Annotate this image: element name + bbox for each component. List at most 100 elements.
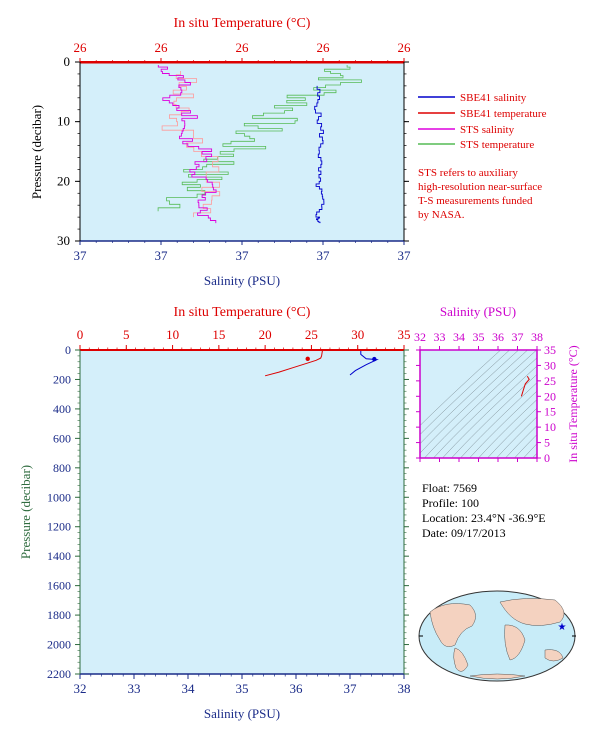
map-land-australia — [544, 649, 564, 662]
ts-plot-y-tick-label: 35 — [544, 343, 556, 357]
salinity-profile-line — [349, 350, 379, 376]
temperature-marker — [305, 356, 310, 362]
ts-plot-x-tick-label: 32 — [414, 330, 426, 344]
ts-density-contour — [496, 416, 537, 458]
bottom-plot-bottom-tick-label: 32 — [74, 681, 87, 696]
top-plot-y-axis-title: Pressure (decibar) — [29, 105, 44, 199]
bottom-plot-bottom-tick-label: 33 — [128, 681, 141, 696]
top-plot-area — [80, 62, 404, 241]
bottom-plot-bottom-tick-label: 35 — [236, 681, 249, 696]
legend: SBE41 salinity SBE41 temperature STS sal… — [418, 92, 547, 221]
sts-salinity-line — [157, 65, 217, 224]
ts-plot-title: Salinity (PSU) — [440, 304, 516, 319]
ts-density-contour — [433, 357, 537, 458]
top-plot-y-tick-label: 0 — [64, 54, 71, 69]
sts-temperature-light-line — [161, 71, 221, 218]
top-plot-top-tick-label: 26 — [236, 40, 250, 55]
legend-label-sbe41-temperature: SBE41 temperature — [460, 108, 547, 120]
bottom-plot-y-tick-label: 1800 — [47, 608, 71, 622]
ts-density-contours — [420, 350, 537, 458]
bottom-plot-top-tick-label: 10 — [166, 327, 179, 342]
bottom-plot-y-tick-label: 2000 — [47, 638, 71, 652]
top-plot-bottom-axis-title: Salinity (PSU) — [204, 273, 280, 288]
bottom-plot-bottom-tick-label: 37 — [344, 681, 358, 696]
legend-note-line-3: T-S measurements funded — [418, 195, 533, 207]
float-id-text: Float: 7569 — [422, 481, 477, 495]
ts-plot-x-tick-label: 37 — [512, 330, 524, 344]
bottom-plot-bottom-tick-label: 34 — [182, 681, 196, 696]
bottom-plot-top-tick-label: 20 — [259, 327, 272, 342]
bottom-plot-y-tick-label: 1200 — [47, 520, 71, 534]
bottom-plot-y-tick-label: 1000 — [47, 490, 71, 504]
ts-plot-x-tick-label: 36 — [492, 330, 504, 344]
bottom-plot-top-tick-label: 30 — [351, 327, 364, 342]
legend-label-sbe41-salinity: SBE41 salinity — [460, 92, 527, 104]
bottom-plot-y-tick-label: 1400 — [47, 549, 71, 563]
bottom-plot-series — [264, 350, 379, 377]
bottom-plot-area — [80, 350, 404, 674]
ts-plot-x-tick-label: 35 — [473, 330, 485, 344]
bottom-plot-top-tick-label: 35 — [398, 327, 411, 342]
ts-plot-x-tick-label: 38 — [531, 330, 543, 344]
ts-density-contour — [424, 350, 537, 458]
ts-plot-y-tick-label: 0 — [544, 451, 550, 465]
ts-density-contour — [420, 350, 519, 445]
legend-note-line-4: by NASA. — [418, 209, 465, 221]
ts-plot-y-tick-label: 20 — [544, 389, 556, 403]
map-land-eurasia — [499, 598, 565, 626]
ts-density-contour — [505, 425, 537, 458]
ts-density-contour — [487, 407, 537, 458]
ts-density-contour — [420, 350, 510, 435]
top-plot-y-tick-label: 20 — [57, 173, 70, 188]
bottom-plot: In situ Temperature (°C) Salinity (PSU) … — [18, 305, 411, 721]
top-plot-y-tick-label: 10 — [57, 114, 70, 129]
top-plot: In situ Temperature (°C) Salinity (PSU) … — [29, 16, 411, 288]
ts-density-contour — [451, 373, 537, 458]
top-plot-top-axis-title: In situ Temperature (°C) — [174, 16, 311, 31]
bottom-plot-bottom-axis-title: Salinity (PSU) — [204, 706, 280, 721]
bottom-plot-y-tick-label: 1600 — [47, 579, 71, 593]
bottom-plot-top-axis-title: In situ Temperature (°C) — [174, 305, 311, 320]
top-plot-bottom-tick-label: 37 — [398, 248, 412, 263]
top-plot-top-tick-label: 26 — [398, 40, 412, 55]
ts-plot-series — [520, 375, 530, 397]
sbe41-salinity-line — [314, 85, 325, 224]
bottom-plot-y-tick-label: 600 — [53, 431, 71, 445]
ts-plot-y-tick-label: 25 — [544, 374, 556, 388]
float-location-star-icon: ★ — [558, 622, 567, 633]
ts-plot-frame — [419, 349, 538, 459]
bottom-plot-top-tick-label: 25 — [305, 327, 318, 342]
ts-density-contour — [469, 390, 537, 458]
map-land-americas — [429, 603, 476, 647]
legend-note-line-1: STS refers to auxiliary — [418, 167, 518, 179]
top-plot-top-tick-label: 26 — [155, 40, 169, 55]
top-plot-top-tick-label: 26 — [74, 40, 88, 55]
ts-plot-x-tick-label: 34 — [453, 330, 465, 344]
location-text: Location: 23.4°N -36.9°E — [422, 511, 546, 525]
bottom-plot-y-tick-label: 800 — [53, 461, 71, 475]
sts-temperature-line — [157, 65, 362, 212]
top-plot-ticks: 26 26 26 26 26 37 37 37 37 37 0 10 20 30 — [57, 40, 411, 263]
bottom-plot-y-tick-label: 200 — [53, 372, 71, 386]
ts-density-contour — [478, 399, 537, 458]
ts-density-contour — [460, 382, 537, 458]
ts-plot-y-tick-label: 10 — [544, 420, 556, 434]
ts-plot: Salinity (PSU) In situ Temperature (°C) … — [414, 304, 580, 465]
salinity-marker — [372, 356, 377, 362]
ts-density-contour — [442, 365, 537, 458]
ts-plot-y-tick-label: 30 — [544, 358, 556, 372]
ts-density-contour — [420, 350, 501, 426]
ts-profile-line — [520, 375, 530, 397]
ts-plot-y-tick-label: 5 — [544, 436, 550, 450]
bottom-plot-top-tick-label: 5 — [123, 327, 130, 342]
world-map: ★ — [418, 590, 576, 682]
legend-label-sts-temperature: STS temperature — [460, 139, 534, 151]
top-plot-bottom-tick-label: 37 — [155, 248, 169, 263]
legend-label-sts-salinity: STS salinity — [460, 124, 515, 136]
bottom-plot-top-tick-label: 0 — [77, 327, 84, 342]
ts-density-contour — [514, 434, 537, 458]
profile-text: Profile: 100 — [422, 496, 479, 510]
ts-plot-x-tick-label: 33 — [434, 330, 446, 344]
top-plot-bottom-tick-label: 37 — [317, 248, 331, 263]
